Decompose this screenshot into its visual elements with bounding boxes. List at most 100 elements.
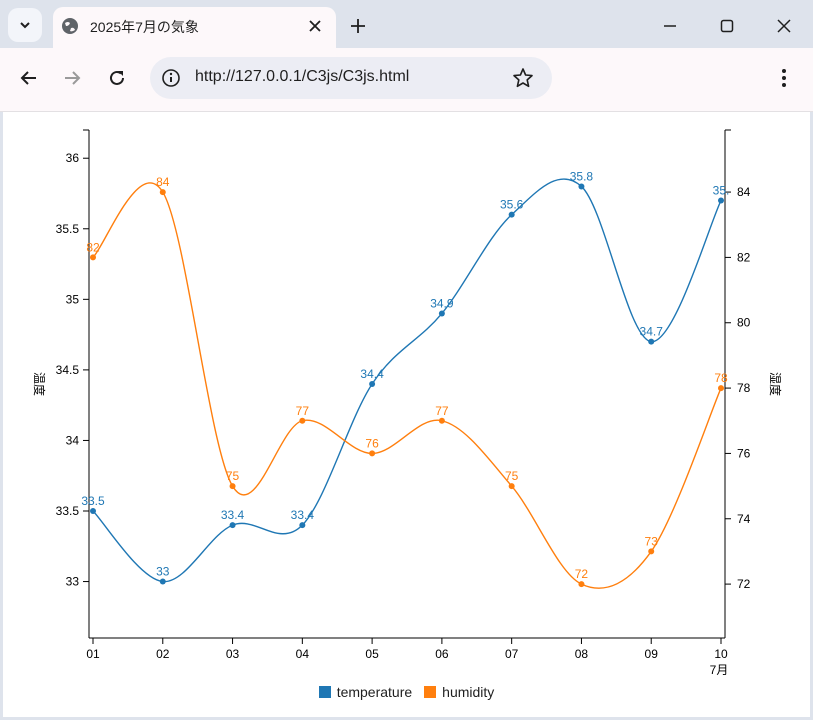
y2-tick-label: 78 [737, 381, 751, 395]
url-text[interactable]: http://127.0.0.1/C3js/C3js.html [195, 68, 410, 85]
maximize-icon [720, 19, 734, 33]
y2-tick-label: 76 [737, 446, 751, 460]
browser-menu-button[interactable] [772, 64, 796, 92]
plus-icon [351, 19, 365, 33]
tab-close-button[interactable] [305, 16, 325, 36]
y-tick-label: 36 [66, 151, 80, 165]
data-label-temperature: 34.4 [360, 367, 384, 381]
y-tick-label: 35.5 [56, 222, 80, 236]
y-tick-label: 34 [66, 433, 80, 447]
page-content: 33 33.5 34 34.5 35 35.5 36 72 74 76 78 80 82 84 01 02 03… [3, 112, 810, 717]
data-point-humidity [229, 483, 236, 490]
arrow-left-icon [20, 71, 36, 85]
browser-tab[interactable]: 2025年7月の気象 [53, 7, 336, 49]
data-label-temperature: 33.5 [81, 494, 105, 508]
series-line-temperature [92, 178, 722, 583]
reload-icon [110, 70, 124, 85]
data-label-temperature: 33.4 [291, 508, 315, 522]
data-label-temperature: 35. [713, 184, 730, 198]
data-label-humidity: 73 [645, 534, 659, 548]
line-chart: 33 33.5 34 34.5 35 35.5 36 72 74 76 78 80 82 84 01 02 03… [32, 129, 783, 677]
data-label-temperature: 35.6 [500, 198, 524, 212]
info-icon[interactable] [161, 68, 181, 88]
close-icon [777, 19, 791, 33]
data-point-temperature [90, 508, 96, 514]
y2-tick-label: 72 [737, 577, 751, 591]
legend-label-temperature: temperature [336, 684, 413, 700]
x-tick-label: 07 [505, 647, 519, 661]
x-tick-label: 05 [365, 647, 379, 661]
x-tick-label: 06 [435, 647, 449, 661]
chart-legend: temperature humidity [3, 682, 810, 702]
legend-swatch-humidity [424, 686, 437, 698]
legend-label-humidity: humidity [442, 684, 495, 700]
data-point-temperature [299, 522, 306, 529]
legend-item-temperature[interactable]: temperature [318, 682, 413, 702]
data-point-humidity [438, 417, 445, 424]
y-axis-label: 温度 [32, 372, 47, 396]
data-label-humidity: 75 [226, 469, 240, 483]
minimize-button[interactable] [656, 12, 684, 40]
data-point-temperature [159, 578, 166, 585]
x-tick-label: 09 [645, 647, 659, 661]
data-label-temperature: 33.4 [221, 508, 245, 522]
y2-tick-label: 82 [737, 250, 751, 264]
legend-swatch-temperature [318, 686, 331, 698]
data-label-temperature: 33 [156, 565, 170, 579]
data-label-temperature: 34.9 [430, 296, 454, 310]
legend-item-humidity[interactable]: humidity [424, 682, 494, 702]
chevron-down-icon [20, 22, 30, 29]
data-point-temperature [718, 197, 724, 204]
data-point-temperature [508, 211, 515, 218]
data-point-humidity [159, 189, 166, 196]
tab-search-button[interactable] [8, 8, 42, 42]
close-window-button[interactable] [770, 12, 798, 40]
address-bar[interactable]: http://127.0.0.1/C3js/C3js.html [150, 57, 552, 99]
data-label-humidity: 77 [435, 404, 449, 418]
data-point-humidity [648, 548, 655, 555]
x-tick-label: 03 [226, 647, 240, 661]
arrow-right-icon [65, 71, 81, 85]
y-tick-label: 33.5 [56, 504, 80, 518]
x-tick-label: 02 [156, 647, 170, 661]
data-label-humidity: 82 [86, 240, 100, 254]
data-point-temperature [229, 522, 236, 529]
data-label-temperature: 34.7 [640, 325, 664, 339]
data-label-humidity: 76 [365, 436, 379, 450]
data-label-humidity: 84 [156, 175, 170, 189]
data-point-humidity [578, 581, 585, 588]
y2-tick-label: 80 [737, 316, 751, 330]
x-axis-label: 7月 [710, 663, 729, 677]
kebab-menu-icon [782, 69, 786, 87]
data-point-humidity [299, 417, 306, 424]
forward-button[interactable] [58, 64, 86, 92]
x-tick-label: 10 [714, 647, 728, 661]
data-point-temperature [369, 381, 376, 387]
x-tick-label: 08 [575, 647, 589, 661]
data-label-humidity: 75 [505, 469, 519, 483]
data-point-humidity [508, 483, 515, 490]
y-tick-label: 35 [66, 292, 80, 306]
series-line-humidity [92, 182, 722, 589]
y2-tick-label: 74 [737, 512, 751, 526]
data-point-temperature [578, 183, 585, 190]
star-icon[interactable] [512, 67, 534, 89]
maximize-button[interactable] [713, 12, 741, 40]
back-button[interactable] [15, 64, 43, 92]
data-point-humidity [718, 385, 724, 392]
data-label-temperature: 35.8 [570, 169, 594, 183]
y-tick-label: 33 [66, 575, 80, 589]
close-icon [309, 20, 321, 32]
new-tab-button[interactable] [346, 14, 370, 38]
data-point-temperature [438, 310, 445, 317]
tab-strip: 2025年7月の気象 [0, 0, 813, 49]
y2-axis-label: 湿度 [768, 372, 783, 396]
data-label-humidity: 77 [296, 404, 310, 418]
minimize-icon [664, 25, 676, 27]
tab-title: 2025年7月の気象 [90, 19, 199, 35]
y2-tick-label: 84 [737, 185, 751, 199]
globe-icon [62, 18, 78, 34]
data-point-temperature [648, 338, 655, 345]
data-label-humidity: 72 [575, 567, 589, 581]
reload-button[interactable] [103, 64, 131, 92]
